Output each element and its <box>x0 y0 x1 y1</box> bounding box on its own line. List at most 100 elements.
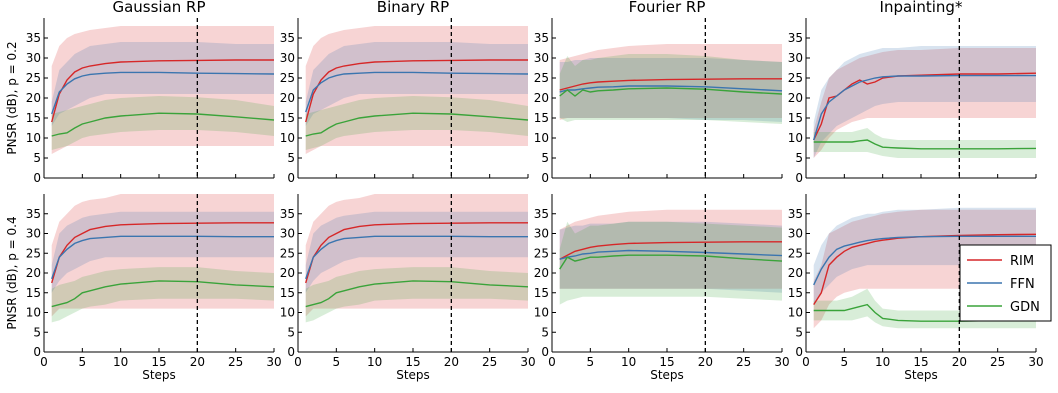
y-tick-label: 5 <box>795 151 803 165</box>
y-tick-label: 30 <box>280 51 295 65</box>
y-tick-label: 30 <box>280 227 295 241</box>
y-tick-label: 35 <box>280 207 295 221</box>
band-rim <box>51 26 275 154</box>
y-tick-label: 35 <box>26 207 41 221</box>
x-tick-label: 30 <box>1028 355 1043 369</box>
y-tick-label: 30 <box>26 227 41 241</box>
y-tick-label: 0 <box>795 345 803 359</box>
x-tick-label: 20 <box>952 355 967 369</box>
band-ffn <box>51 211 275 293</box>
series-line-rim <box>51 59 274 123</box>
band-ffn <box>559 221 782 293</box>
y-tick-label: 20 <box>26 266 41 280</box>
y-tick-label: 15 <box>788 286 803 300</box>
y-tick-label: 5 <box>541 151 549 165</box>
x-tick-label: 15 <box>405 355 420 369</box>
x-tick-label: 0 <box>40 355 48 369</box>
y-tick-label: 5 <box>795 325 803 339</box>
y-tick-label: 5 <box>33 151 41 165</box>
subplot-1: 0 5 10 15 20 25 30 35 Binary RP <box>280 0 529 185</box>
y-tick-label: 15 <box>534 286 549 300</box>
x-tick-label: 15 <box>913 355 928 369</box>
x-tick-label: 5 <box>79 355 87 369</box>
subplot-7: 0 5 10 15 20 25 30 35 0 5 10 15 20 25 30 Steps <box>788 194 1044 382</box>
band-gdn <box>305 96 528 150</box>
subplot-title: Inpainting* <box>880 0 963 16</box>
x-tick-label: 10 <box>875 355 890 369</box>
y-tick-label: 5 <box>541 325 549 339</box>
y-tick-label: 35 <box>26 31 41 45</box>
band-ffn <box>305 211 528 293</box>
x-axis-label: Steps <box>396 368 430 382</box>
x-tick-label: 10 <box>113 355 128 369</box>
y-tick-label: 5 <box>287 151 295 165</box>
y-tick-label: 5 <box>287 325 295 339</box>
x-tick-label: 0 <box>802 355 810 369</box>
y-tick-label: 35 <box>534 31 549 45</box>
y-tick-label: 25 <box>26 246 41 260</box>
series-line-rim <box>305 222 528 284</box>
y-tick-label: 20 <box>280 91 295 105</box>
y-tick-label: 30 <box>26 51 41 65</box>
x-tick-label: 5 <box>587 355 595 369</box>
x-tick-label: 10 <box>621 355 636 369</box>
subplot-4: 0 5 10 15 20 25 30 35 0 5 10 15 20 25 30 Steps PNSR (dB)… <box>5 194 282 382</box>
x-tick-label: 25 <box>990 355 1005 369</box>
y-tick-label: 35 <box>280 31 295 45</box>
x-tick-label: 15 <box>659 355 674 369</box>
y-tick-label: 30 <box>534 51 549 65</box>
y-tick-label: 25 <box>788 246 803 260</box>
series-line-ffn <box>813 235 1036 286</box>
y-tick-label: 5 <box>33 325 41 339</box>
y-tick-label: 20 <box>788 266 803 280</box>
y-tick-label: 35 <box>788 31 803 45</box>
subplot-title: Gaussian RP <box>112 0 205 16</box>
band-ffn <box>813 207 1036 305</box>
series-line-ffn <box>305 235 528 280</box>
band-rim <box>813 209 1036 329</box>
y-tick-label: 35 <box>788 207 803 221</box>
subplot-5: 0 5 10 15 20 25 30 35 0 5 10 15 20 25 30 Steps <box>280 194 536 382</box>
y-tick-label: 15 <box>534 111 549 125</box>
y-tick-label: 15 <box>26 111 41 125</box>
series-line-ffn <box>51 71 275 115</box>
x-axis-label: Steps <box>650 368 684 382</box>
x-tick-label: 30 <box>520 355 535 369</box>
y-tick-label: 25 <box>534 246 549 260</box>
x-tick-label: 0 <box>294 355 302 369</box>
y-tick-label: 10 <box>788 306 803 320</box>
y-tick-label: 25 <box>534 71 549 85</box>
y-tick-label: 30 <box>788 227 803 241</box>
y-tick-label: 10 <box>26 306 41 320</box>
band-gdn <box>305 267 528 323</box>
x-tick-label: 25 <box>228 355 243 369</box>
legend-label-rim: RIM <box>1010 254 1034 269</box>
y-tick-label: 0 <box>541 171 549 185</box>
subplot-3: 0 5 10 15 20 25 30 35 Inpainting* <box>788 0 1037 185</box>
y-tick-label: 30 <box>534 227 549 241</box>
x-tick-label: 15 <box>151 355 166 369</box>
y-tick-label: 15 <box>280 111 295 125</box>
y-tick-label: 25 <box>26 71 41 85</box>
series-line-gdn <box>51 280 275 308</box>
y-tick-label: 25 <box>280 71 295 85</box>
series-line-gdn <box>813 139 1037 150</box>
x-tick-label: 20 <box>444 355 459 369</box>
y-tick-label: 0 <box>795 171 803 185</box>
y-tick-label: 20 <box>26 91 41 105</box>
y-tick-label: 10 <box>280 306 295 320</box>
band-gdn <box>559 221 782 305</box>
y-tick-label: 10 <box>26 131 41 145</box>
legend-label-gdn: GDN <box>1010 300 1040 315</box>
band-gdn <box>559 54 782 124</box>
y-tick-label: 15 <box>788 111 803 125</box>
x-tick-label: 5 <box>841 355 849 369</box>
y-tick-label: 10 <box>534 306 549 320</box>
band-gdn <box>813 128 1036 158</box>
y-tick-label: 25 <box>788 71 803 85</box>
x-tick-label: 10 <box>367 355 382 369</box>
y-tick-label: 0 <box>287 345 295 359</box>
y-tick-label: 25 <box>280 246 295 260</box>
y-tick-label: 20 <box>788 91 803 105</box>
y-tick-label: 35 <box>534 207 549 221</box>
